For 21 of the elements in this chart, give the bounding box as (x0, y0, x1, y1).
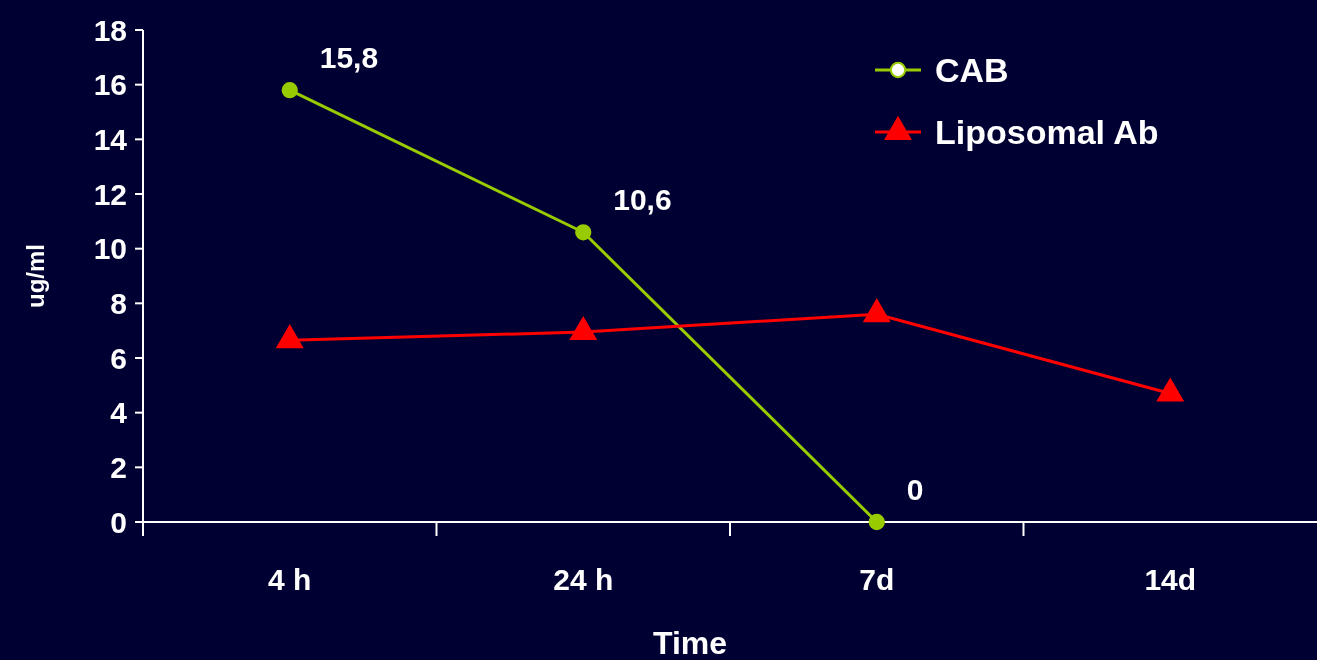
data-label: 0 (906, 473, 924, 506)
data-label: 15,8 (319, 41, 379, 75)
y-tick-label: 10 (93, 232, 127, 266)
x-tick-label: 14d (1144, 563, 1197, 596)
y-axis-title: ug/ml (22, 244, 49, 308)
y-tick-label: 4 (110, 396, 128, 430)
y-tick-label: 12 (93, 177, 127, 211)
x-tick-label: 4 h (268, 563, 312, 596)
y-tick-label: 0 (110, 505, 127, 539)
x-tick-label: 7d (859, 563, 895, 596)
data-label: 10,6 (613, 183, 672, 217)
y-tick-label: 16 (93, 68, 127, 102)
legend-label: Liposomal Ab (935, 113, 1159, 151)
x-axis-title: Time (652, 625, 728, 660)
legend-label: CAB (935, 51, 1009, 89)
x-tick-label: 24 h (553, 563, 614, 596)
y-tick-label: 2 (110, 450, 127, 484)
y-tick-label: 14 (93, 122, 128, 156)
y-tick-label: 18 (93, 13, 127, 47)
y-tick-label: 8 (110, 286, 127, 320)
y-tick-label: 6 (110, 341, 127, 375)
